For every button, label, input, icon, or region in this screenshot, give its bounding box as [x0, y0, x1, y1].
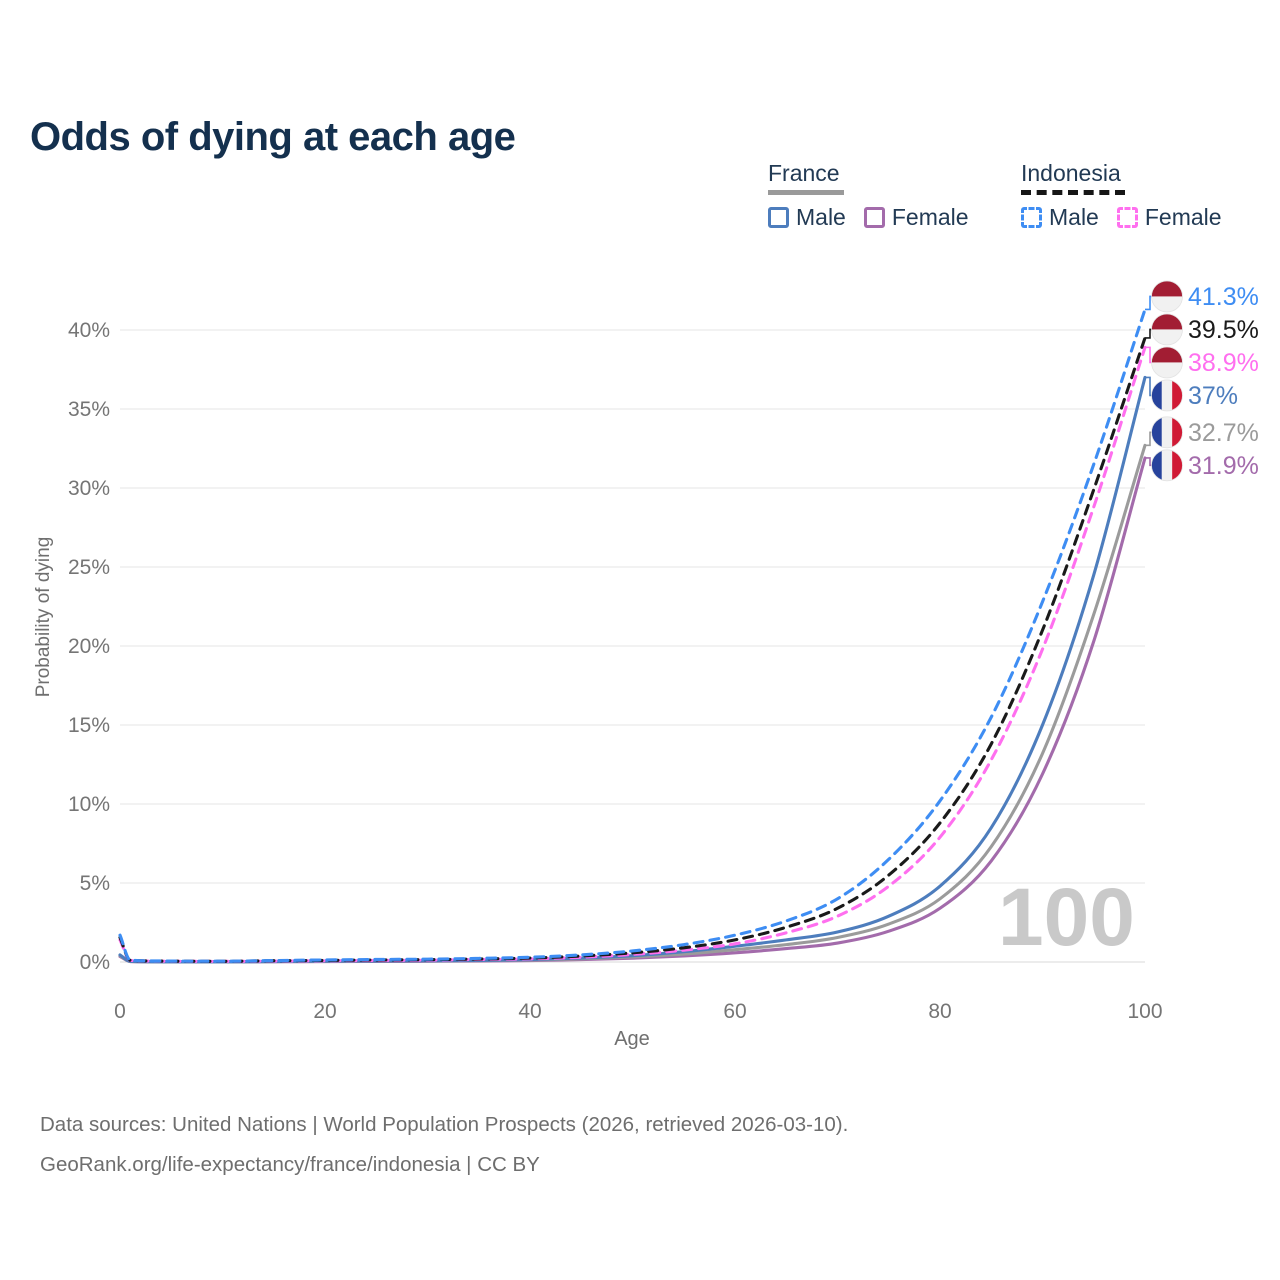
legend-item-label: Female — [891, 204, 969, 230]
y-tick-label: 10% — [68, 793, 110, 816]
age-indicator-watermark: 100 — [998, 872, 1135, 963]
series-line-indonesia-female — [118, 345, 1147, 963]
x-tick-label: 0 — [114, 1000, 126, 1023]
y-tick-label: 30% — [68, 477, 110, 500]
y-tick-label: 25% — [68, 556, 110, 579]
y-tick-label: 5% — [80, 872, 110, 895]
legend-header-indonesia: Indonesia — [1021, 160, 1125, 195]
end-label-value-france-male: 37% — [1188, 382, 1238, 410]
france-flag-icon — [1151, 379, 1183, 411]
legend-group-indonesia: Indonesia Male Female — [1021, 160, 1222, 231]
end-label-value-indonesia-male: 41.3% — [1188, 283, 1259, 311]
y-tick-label: 35% — [68, 398, 110, 421]
france-flag-icon — [1151, 449, 1183, 481]
data-sources-line2: GeoRank.org/life-expectancy/france/indon… — [40, 1153, 540, 1176]
x-axis-title: Age — [614, 1028, 650, 1050]
legend-group-france: France Male Female — [768, 160, 969, 231]
series-line-indonesia-both — [118, 336, 1147, 963]
indonesia-flag-icon — [1151, 346, 1183, 378]
page-title: Odds of dying at each age — [30, 114, 516, 159]
series-line-indonesia-male — [118, 307, 1147, 963]
legend-item-france-male[interactable]: Male — [768, 204, 846, 231]
legend-item-france-female[interactable]: Female — [863, 204, 969, 231]
y-tick-label: 15% — [68, 714, 110, 737]
x-tick-label: 40 — [518, 1000, 541, 1023]
legend-header-france: France — [768, 160, 844, 195]
end-label-value-france-both: 32.7% — [1188, 419, 1259, 447]
data-sources-line1: Data sources: United Nations | World Pop… — [40, 1113, 849, 1136]
x-tick-label: 20 — [313, 1000, 336, 1023]
series-line-france-both — [118, 443, 1147, 964]
y-axis-title: Probability of dying — [33, 536, 54, 698]
series-end-labels: 41.3% 39.5% 38.9% 37% 32.7% 31.9% — [1145, 280, 1259, 482]
legend-item-label: Male — [1049, 204, 1099, 230]
indonesia-female-swatch-icon[interactable] — [1116, 207, 1138, 228]
legend-item-label: Male — [796, 204, 846, 230]
france-female-swatch-icon[interactable] — [863, 207, 885, 228]
france-male-swatch-icon[interactable] — [768, 207, 789, 228]
indonesia-flag-icon — [1151, 313, 1183, 345]
indonesia-male-swatch-icon[interactable] — [1021, 207, 1042, 228]
end-label-value-france-female: 31.9% — [1188, 452, 1259, 480]
data-sources-note: Data sources: United Nations | World Pop… — [40, 1105, 848, 1185]
gridlines: 0% 5% 10% 15% 20% 25% 30% 35% 40% 0 20 40 60 80 100 — [68, 319, 1163, 1023]
series-line-france-male — [118, 375, 1147, 964]
legend-item-label: Female — [1144, 204, 1222, 230]
indonesia-flag-icon — [1151, 280, 1183, 312]
x-tick-label: 100 — [1127, 1000, 1162, 1023]
y-tick-label: 0% — [80, 951, 110, 974]
legend-item-indonesia-male[interactable]: Male — [1021, 204, 1099, 231]
y-tick-label: 40% — [68, 319, 110, 342]
end-label-value-indonesia-female: 38.9% — [1188, 349, 1259, 377]
x-tick-label: 80 — [928, 1000, 951, 1023]
series-lines — [118, 307, 1147, 964]
legend-item-indonesia-female[interactable]: Female — [1116, 204, 1222, 231]
y-tick-label: 20% — [68, 635, 110, 658]
x-tick-label: 60 — [723, 1000, 746, 1023]
series-line-france-female — [118, 456, 1147, 964]
end-label-value-indonesia-both: 39.5% — [1188, 316, 1259, 344]
france-flag-icon — [1151, 416, 1183, 448]
